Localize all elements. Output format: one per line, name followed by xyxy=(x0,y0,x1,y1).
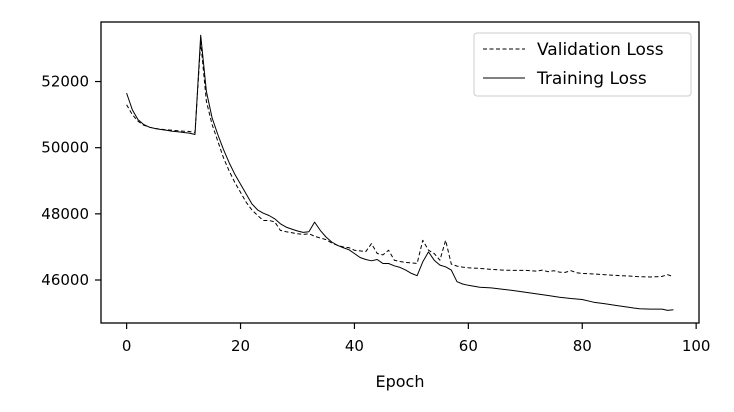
series-layer xyxy=(126,34,674,311)
x-tick-label: 80 xyxy=(573,337,592,355)
series-line-training-loss xyxy=(126,34,674,311)
legend-box xyxy=(473,32,692,97)
x-tick-label: 0 xyxy=(122,337,132,355)
y-tick-label: 46000 xyxy=(41,271,89,289)
series-line-validation-loss xyxy=(126,41,674,278)
plot-frame xyxy=(100,21,700,324)
legend: Validation Loss Training Loss xyxy=(473,32,692,97)
x-tick-label: 100 xyxy=(682,337,711,355)
legend-label-training-loss: Training Loss xyxy=(536,69,647,89)
x-axis: 0 20 40 60 80 100 xyxy=(122,323,711,355)
legend-label-validation-loss: Validation Loss xyxy=(537,40,664,60)
y-tick-label: 50000 xyxy=(41,139,89,157)
y-axis: 46000 48000 50000 52000 xyxy=(41,73,101,289)
x-tick-label: 60 xyxy=(459,337,478,355)
x-axis-title: Epoch xyxy=(376,372,425,391)
y-tick-label: 52000 xyxy=(41,73,89,91)
x-tick-label: 40 xyxy=(345,337,364,355)
y-tick-label: 48000 xyxy=(41,205,89,223)
x-tick-label: 20 xyxy=(231,337,250,355)
